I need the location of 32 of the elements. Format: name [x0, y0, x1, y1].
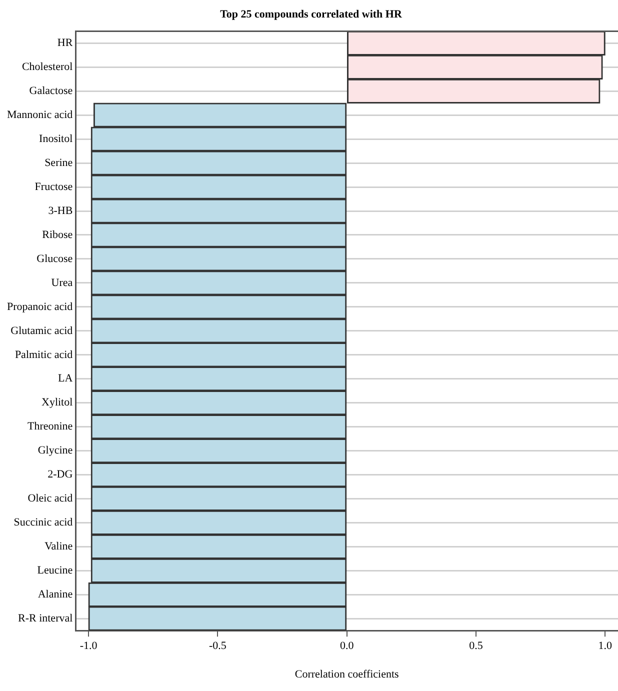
x-tick-label: 1.0	[598, 640, 612, 652]
x-tick-label: -0.5	[209, 640, 227, 652]
y-tick-label: Leucine	[37, 564, 73, 577]
x-tick-label: 0.0	[340, 640, 354, 652]
y-tick-label: HR	[57, 37, 74, 50]
y-tick-label: Succinic acid	[14, 516, 74, 529]
y-tick-label: Ribose	[42, 228, 73, 241]
y-tick-label: R-R interval	[18, 612, 73, 625]
x-axis-title: Correlation coefficients	[294, 668, 399, 680]
y-tick-label: Alanine	[38, 588, 73, 601]
y-tick-label: Cholesterol	[22, 61, 73, 74]
chart-title: Top 25 compounds correlated with HR	[220, 8, 403, 20]
y-tick-label: Galactose	[29, 85, 73, 98]
y-tick-label: Oleic acid	[28, 492, 74, 505]
y-tick-label: Mannonic acid	[6, 109, 74, 122]
y-tick-label: LA	[58, 372, 73, 385]
y-tick-label: Propanoic acid	[6, 300, 74, 313]
y-tick-label: Glycine	[38, 444, 73, 457]
y-tick-label: Inositol	[39, 132, 73, 145]
y-tick-label: 2-DG	[48, 468, 73, 481]
y-tick-label: Fructose	[34, 180, 73, 193]
y-tick-label: Urea	[51, 276, 73, 289]
y-tick-label: Xylitol	[42, 396, 73, 409]
y-tick-label: Serine	[44, 156, 73, 169]
y-tick-label: Glucose	[36, 252, 73, 265]
y-tick-label: Threonine	[27, 420, 73, 433]
x-tick-label: -1.0	[80, 640, 98, 652]
y-tick-label: 3-HB	[48, 204, 73, 217]
x-tick-label: 0.5	[469, 640, 484, 652]
y-tick-label: Glutamic acid	[10, 324, 74, 337]
y-tick-label: Valine	[44, 540, 73, 553]
y-tick-label: Palmitic acid	[14, 348, 74, 361]
